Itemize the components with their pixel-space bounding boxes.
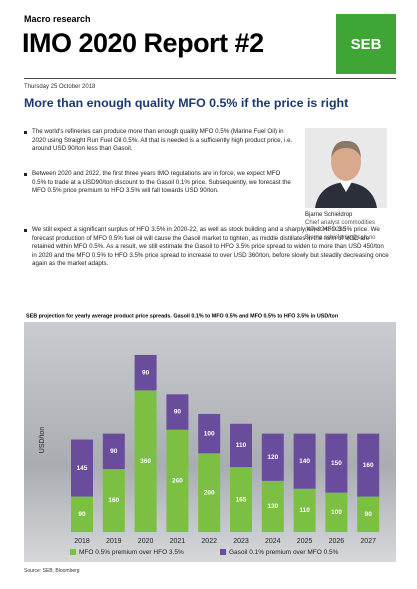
data-label: 90 [142, 369, 150, 376]
x-tick-label: 2024 [265, 538, 281, 545]
chart: SEB projection for yearly average produc… [24, 310, 396, 574]
data-label: 100 [331, 509, 342, 516]
bar-segment [230, 467, 252, 532]
bar-segment [166, 394, 189, 430]
bar-segment [198, 453, 221, 532]
bar-segment [102, 433, 125, 470]
bar-segment [198, 413, 221, 454]
bar-segment [261, 433, 284, 481]
data-label: 100 [204, 430, 215, 437]
data-label: 130 [267, 503, 278, 510]
x-tick-label: 2022 [201, 538, 217, 545]
x-tick-label: 2025 [297, 538, 313, 545]
data-label: 140 [299, 458, 310, 465]
headline: More than enough quality MFO 0.5% if the… [24, 96, 349, 110]
title: IMO 2020 Report #2 [22, 28, 264, 58]
data-label: 145 [77, 465, 88, 472]
bullet: The world's refineries can produce more … [24, 128, 294, 154]
chart-title: SEB projection for yearly average produc… [26, 313, 338, 319]
bar-segment [325, 492, 348, 532]
bullet: Between 2020 and 2022, the first three y… [24, 170, 294, 196]
x-tick-label: 2023 [233, 538, 249, 545]
contact-email: Bjarne.schieldrop@seb.no [305, 234, 376, 241]
legend-label: Gasoil 0.1% premium over MFO 0.5% [229, 549, 339, 556]
date: Thursday 25 October 2018 [24, 84, 96, 90]
data-label: 90 [365, 511, 373, 518]
contact-name: Bjarne Schieldrop [305, 212, 353, 218]
bar-segment [102, 469, 125, 532]
data-label: 90 [174, 409, 182, 416]
x-tick-label: 2020 [138, 538, 154, 545]
bar-segment [166, 429, 189, 532]
legend-swatch [220, 549, 226, 555]
bullet: We still expect a significant surplus of… [24, 226, 390, 269]
data-label: 110 [299, 507, 310, 514]
bar-segment [357, 433, 380, 497]
bar-segment [293, 488, 316, 532]
x-tick-label: 2018 [74, 538, 90, 545]
data-label: 360 [140, 458, 151, 465]
bar-segment [261, 480, 284, 532]
bar-segment [134, 390, 157, 532]
data-label: 200 [204, 489, 215, 496]
chart-title-bar [24, 310, 396, 320]
data-label: 165 [236, 496, 247, 503]
legend-label: MFO 0.5% premium over HFO 3.5% [79, 549, 184, 556]
y-axis-label: USD/ton [39, 427, 46, 454]
data-label: 110 [236, 442, 247, 449]
bar-segment [134, 354, 157, 391]
data-label: 160 [363, 462, 374, 469]
contact-role: Chief analyst commodities [305, 219, 376, 226]
bar-segment [230, 423, 252, 468]
photo [305, 128, 387, 208]
x-tick-label: 2021 [170, 538, 186, 545]
contact-phone: (47) 9248 9230 [305, 227, 346, 234]
section: Macro research [24, 14, 91, 24]
data-label: 150 [331, 460, 342, 467]
x-tick-label: 2026 [329, 538, 345, 545]
data-label: 260 [172, 478, 183, 485]
legend-swatch [70, 549, 76, 555]
bar-segment [357, 496, 380, 532]
data-label: 160 [108, 497, 119, 504]
bar-segment [325, 433, 348, 493]
logo: SEB [336, 14, 396, 74]
rule [24, 78, 396, 79]
bar-segment [71, 439, 93, 497]
source: Source: SEB, Bloomberg [24, 568, 80, 574]
bar-segment [293, 433, 316, 489]
data-label: 90 [110, 448, 118, 455]
x-tick-label: 2027 [360, 538, 376, 545]
contact: Bjarne Schieldrop Chief analyst commodit… [305, 212, 375, 242]
x-tick-label: 2019 [106, 538, 122, 545]
bar-segment [71, 496, 93, 532]
data-label: 90 [78, 511, 86, 518]
data-label: 120 [267, 454, 278, 461]
